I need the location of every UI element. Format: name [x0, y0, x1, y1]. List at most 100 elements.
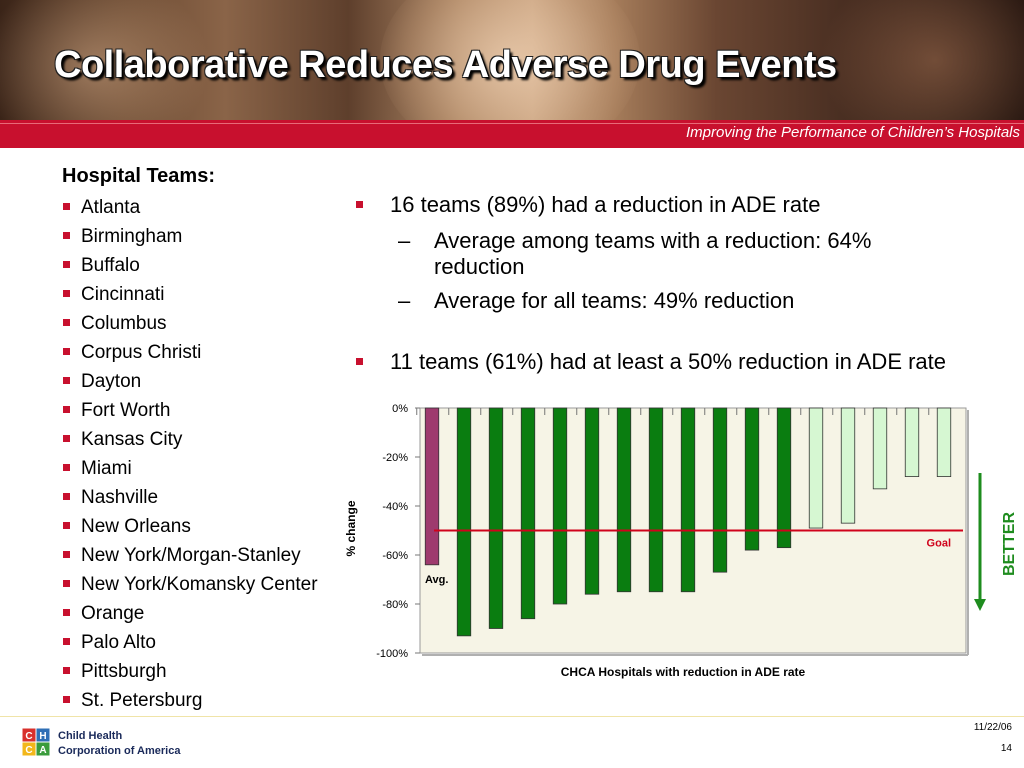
bar — [424, 407, 440, 566]
square-bullet-icon — [63, 290, 70, 297]
logo-letter-a: A — [39, 745, 46, 756]
bar — [712, 407, 728, 573]
goal-label: Goal — [927, 538, 951, 550]
y-axis-label: % change — [344, 500, 358, 556]
square-bullet-icon — [356, 358, 363, 365]
x-axis-label: CHCA Hospitals with reduction in ADE rat… — [561, 665, 806, 679]
team-list-item: Atlanta — [62, 193, 318, 222]
y-tick-label: -60% — [382, 550, 408, 562]
avg-label: Avg. — [425, 574, 448, 586]
team-name: Atlanta — [81, 197, 141, 218]
team-name: Palo Alto — [81, 632, 156, 653]
team-name: Nashville — [81, 487, 159, 508]
bar — [904, 407, 920, 477]
square-bullet-icon — [63, 493, 70, 500]
slide-date: 11/22/06 — [973, 722, 1012, 733]
bullet-point-fifty-percent: 11 teams (61%) had at least a 50% reduct… — [356, 349, 946, 375]
banner-divider — [0, 123, 1024, 124]
sub-text: Average for all teams: 49% reduction — [434, 288, 795, 313]
team-name: Corpus Christi — [81, 342, 202, 363]
square-bullet-icon — [63, 667, 70, 674]
team-name: Buffalo — [81, 255, 140, 276]
logo-letter-h: H — [39, 731, 46, 742]
team-list-item: Corpus Christi — [62, 338, 318, 367]
team-list-item: Birmingham — [62, 222, 318, 251]
team-name: Kansas City — [81, 429, 183, 450]
y-tick-label: 0% — [392, 403, 408, 415]
hospital-team-list: Atlanta Birmingham Buffalo Cincinnati Columb… — [62, 193, 318, 715]
team-list-item: St. Petersburg — [62, 686, 318, 715]
bar — [840, 407, 856, 524]
bar — [456, 407, 472, 637]
square-bullet-icon — [63, 261, 70, 268]
bar — [488, 407, 504, 629]
bar — [680, 407, 696, 593]
sub-text-line1: Average among teams with a reduction: 64… — [434, 228, 872, 253]
team-list-item: Columbus — [62, 309, 318, 338]
square-bullet-icon — [63, 406, 70, 413]
square-bullet-icon — [63, 638, 70, 645]
logo-block-icon: C H C A — [21, 727, 51, 757]
bar — [584, 407, 600, 595]
team-name: Columbus — [81, 313, 167, 334]
bar — [552, 407, 568, 605]
team-list-item: Fort Worth — [62, 396, 318, 425]
logo-text-line2: Corporation of America — [58, 745, 181, 757]
chca-logo: C H C A Child Health Corporation of Amer… — [21, 727, 181, 757]
team-list-item: Pittsburgh — [62, 657, 318, 686]
team-list-item: Cincinnati — [62, 280, 318, 309]
bar — [936, 407, 952, 477]
team-list-item: Nashville — [62, 483, 318, 512]
team-list-item: Palo Alto — [62, 628, 318, 657]
team-name: Cincinnati — [81, 284, 165, 305]
team-name: New York/Morgan-Stanley — [81, 545, 301, 566]
team-name: New York/Komansky Center — [81, 574, 318, 595]
y-tick-label: -20% — [382, 452, 408, 464]
logo-letter-c1: C — [25, 731, 32, 742]
square-bullet-icon — [63, 551, 70, 558]
dash-bullet-icon: – — [398, 228, 411, 253]
bullet-text: 16 teams (89%) had a reduction in ADE ra… — [390, 192, 821, 217]
team-list-item: New York/Morgan-Stanley — [62, 541, 318, 570]
better-arrow-icon — [974, 599, 986, 611]
hospital-teams-heading: Hospital Teams: — [62, 165, 215, 187]
tagline-banner — [0, 120, 1024, 148]
square-bullet-icon — [63, 522, 70, 529]
square-bullet-icon — [63, 609, 70, 616]
team-name: Orange — [81, 603, 145, 624]
team-list-item: Buffalo — [62, 251, 318, 280]
team-list-item: New Orleans — [62, 512, 318, 541]
team-list-item: Kansas City — [62, 425, 318, 454]
y-tick-label: -100% — [376, 648, 408, 660]
square-bullet-icon — [63, 348, 70, 355]
team-name: Birmingham — [81, 226, 183, 247]
team-list-item: Dayton — [62, 367, 318, 396]
logo-block-a — [35, 741, 51, 757]
better-label: BETTER — [1001, 512, 1018, 576]
bar — [808, 407, 824, 529]
team-name: Fort Worth — [81, 400, 171, 421]
square-bullet-icon — [63, 377, 70, 384]
logo-text-line1: Child Health — [58, 730, 122, 742]
slide-title: Collaborative Reduces Adverse Drug Event… — [54, 44, 837, 86]
square-bullet-icon — [63, 435, 70, 442]
ade-change-bar-chart: 0% -20% -40% -60% -80% -100% Goal Avg. % change C… — [344, 403, 1018, 679]
team-name: Dayton — [81, 371, 142, 392]
photo-face-left — [0, 0, 210, 120]
square-bullet-icon — [63, 580, 70, 587]
sub-point-average-all: – Average for all teams: 49% reduction — [398, 288, 794, 314]
square-bullet-icon — [63, 232, 70, 239]
bar — [872, 407, 888, 490]
photo-face-right — [820, 0, 1024, 120]
square-bullet-icon — [356, 201, 363, 208]
square-bullet-icon — [63, 203, 70, 210]
header-photo-banner: Collaborative Reduces Adverse Drug Event… — [0, 0, 1024, 120]
team-list-item: New York/Komansky Center — [62, 570, 318, 599]
team-list-item: Miami — [62, 454, 318, 483]
team-name: Miami — [81, 458, 132, 479]
team-name: St. Petersburg — [81, 690, 203, 711]
tagline: Improving the Performance of Children’s … — [685, 124, 1020, 141]
y-tick-label: -80% — [382, 599, 408, 611]
square-bullet-icon — [63, 696, 70, 703]
square-bullet-icon — [63, 464, 70, 471]
